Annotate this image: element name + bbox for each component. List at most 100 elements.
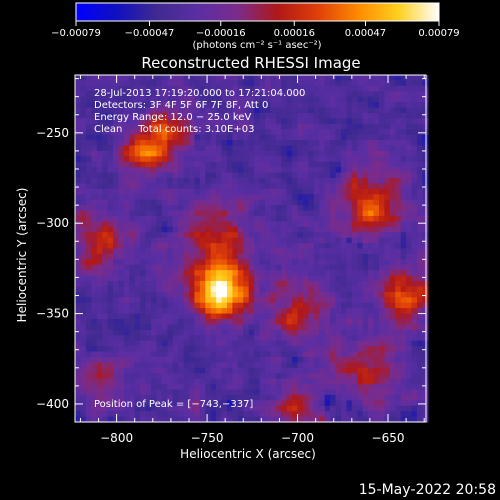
heatmap-cell [281,373,288,380]
heatmap-cell [156,308,163,315]
heatmap-cell [281,178,288,185]
heatmap-cell [237,150,244,157]
heatmap-cell [140,281,147,288]
heatmap-cell [275,308,282,315]
heatmap-cell [216,237,223,244]
heatmap-cell [373,275,380,282]
heatmap-cell [264,297,271,304]
heatmap-cell [389,324,396,331]
heatmap-cell [368,161,375,168]
heatmap-cell [199,264,206,271]
heatmap-cell [183,270,190,277]
heatmap-cell [373,259,380,266]
heatmap-cell [145,291,152,298]
heatmap-cell [102,178,109,185]
heatmap-cell [80,156,87,163]
heatmap-cell [167,281,174,288]
heatmap-cell [357,264,364,271]
heatmap-cell [324,80,331,87]
heatmap-cell [324,308,331,315]
heatmap-cell [411,389,418,396]
heatmap-cell [254,107,261,114]
heatmap-cell [270,232,277,239]
heatmap-cell [210,313,217,320]
heatmap-cell [237,178,244,185]
heatmap-cell [324,389,331,396]
heatmap-cell [102,302,109,309]
heatmap-cell [335,112,342,119]
heatmap-cell [178,318,185,325]
heatmap-cell [118,243,125,250]
heatmap-cell [389,411,396,418]
heatmap-cell [411,232,418,239]
heatmap-cell [378,226,385,233]
heatmap-cell [194,324,201,331]
heatmap-cell [96,134,103,141]
heatmap-cell [102,416,109,423]
heatmap-cell [188,145,196,152]
heatmap-cell [150,405,158,412]
heatmap-cell [226,373,234,380]
heatmap-cell [248,318,255,325]
heatmap-cell [91,150,98,157]
heatmap-cell [335,340,342,347]
heatmap-cell [226,232,234,239]
heatmap-cell [226,178,234,185]
heatmap-cell [351,91,358,98]
heatmap-cell [183,335,190,342]
heatmap-cell [96,281,103,288]
heatmap-cell [178,275,185,282]
heatmap-cell [112,156,120,163]
heatmap-cell [275,243,282,250]
heatmap-cell [330,394,337,401]
heatmap-cell [264,188,271,195]
heatmap-cell [351,226,358,233]
heatmap-cell [167,329,174,336]
heatmap-cell [237,324,244,331]
heatmap-cell [357,210,364,217]
heatmap-cell [362,226,369,233]
heatmap-cell [357,362,364,369]
heatmap-cell [118,297,125,304]
heatmap-cell [400,281,407,288]
heatmap-cell [406,297,413,304]
heatmap-cell [297,167,304,174]
heatmap-cell [226,205,234,212]
heatmap-cell [422,183,429,190]
heatmap-cell [378,286,385,293]
heatmap-cell [210,378,217,385]
heatmap-cell [140,318,147,325]
heatmap-cell [335,253,342,260]
heatmap-cell [319,302,326,309]
heatmap-cell [199,416,206,423]
heatmap-cell [237,253,244,260]
heatmap-cell [308,183,315,190]
heatmap-cell [335,210,342,217]
heatmap-cell [422,96,429,103]
heatmap-cell [161,161,168,168]
heatmap-cell [264,248,271,255]
heatmap-cell [243,302,250,309]
heatmap-cell [313,362,320,369]
heatmap-cell [340,248,347,255]
heatmap-cell [178,215,185,222]
heatmap-cell [362,194,369,201]
heatmap-cell [237,210,244,217]
heatmap-cell [324,318,331,325]
heatmap-cell [232,335,239,342]
heatmap-cell [167,232,174,239]
heatmap-cell [172,112,179,119]
heatmap-cell [226,394,234,401]
heatmap-cell [140,253,147,260]
heatmap-cell [102,140,109,147]
heatmap-cell [286,167,293,174]
heatmap-cell [167,199,174,206]
heatmap-cell [384,264,391,271]
heatmap-cell [134,335,141,342]
heatmap-cell [178,183,185,190]
heatmap-cell [232,237,239,244]
heatmap-cell [319,96,326,103]
heatmap-cell [297,210,304,217]
heatmap-cell [188,286,196,293]
heatmap-cell [216,172,223,179]
